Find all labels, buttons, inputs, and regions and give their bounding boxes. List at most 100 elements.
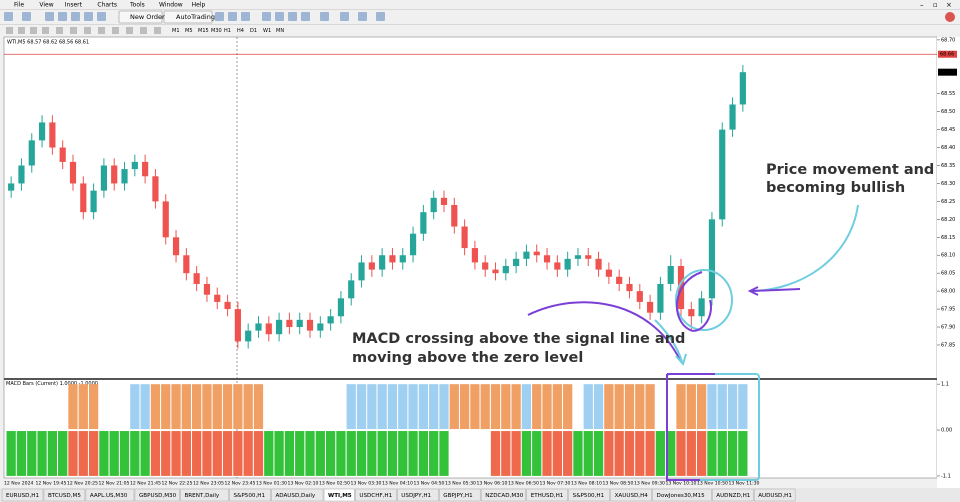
tab[interactable] (43, 488, 86, 502)
tab[interactable] (355, 488, 397, 502)
new-order-label[interactable]: New Order (130, 13, 165, 21)
menu-item[interactable]: View (39, 2, 53, 9)
timeframe[interactable]: M15 (198, 28, 209, 34)
timeframe[interactable]: W1 (263, 28, 271, 34)
tab-label[interactable]: S&P500,H1 (234, 493, 266, 499)
macd-bar (161, 384, 171, 430)
draw-icon[interactable] (98, 27, 105, 34)
tool-icon[interactable] (71, 12, 80, 21)
tab-label[interactable]: USDCHF,H1 (359, 493, 392, 499)
menu-item[interactable]: Tools (129, 2, 145, 9)
minimize[interactable]: – (920, 1, 924, 9)
autotrading-button[interactable] (163, 10, 213, 24)
tool-icon[interactable] (262, 12, 271, 21)
tab-label[interactable]: GBPUSD,M30 (139, 493, 177, 499)
tab-label[interactable]: WTI,M5 (328, 493, 352, 499)
tab-label[interactable]: GBPJPY,H1 (443, 493, 473, 499)
tab-label[interactable]: BRENT,Daily (184, 493, 219, 499)
draw-icon[interactable] (154, 27, 161, 34)
tab-label[interactable]: AUDUSD,H1 (758, 493, 792, 499)
draw-icon[interactable] (42, 27, 49, 34)
tool-icon[interactable] (376, 12, 385, 21)
timeframe[interactable]: H1 (224, 28, 231, 34)
timeframe[interactable]: M30 (211, 28, 222, 34)
draw-icon[interactable] (18, 27, 25, 34)
tool-icon[interactable] (58, 12, 67, 21)
tab-label[interactable]: EURUSD,H1 (6, 493, 39, 499)
menu-item[interactable]: Help (192, 2, 206, 9)
macd-bar (573, 431, 583, 476)
macd-bar (696, 431, 707, 476)
tab-label[interactable]: S&P500,H1 (573, 493, 605, 499)
timeframe[interactable]: MN (276, 28, 284, 34)
new-order-button[interactable] (118, 10, 163, 24)
menu-item[interactable]: Window (159, 2, 183, 9)
tab[interactable] (229, 488, 271, 502)
timeframe[interactable]: H4 (237, 28, 244, 34)
draw-icon[interactable] (70, 27, 77, 34)
tab[interactable] (652, 488, 712, 502)
tool-icon[interactable] (358, 12, 367, 21)
tab-label[interactable]: BTCUSD,M5 (48, 493, 81, 499)
draw-icon[interactable] (30, 27, 37, 34)
tool-icon[interactable] (45, 12, 54, 21)
tab[interactable] (134, 488, 180, 502)
macd-bar (377, 384, 387, 430)
tool-icon[interactable] (320, 12, 329, 21)
timeframe[interactable]: M5 (185, 28, 193, 34)
tab[interactable] (480, 488, 526, 502)
tool-icon[interactable] (340, 12, 349, 21)
draw-icon[interactable] (140, 27, 147, 34)
tool-icon[interactable] (215, 12, 224, 21)
draw-icon[interactable] (126, 27, 133, 34)
draw-icon[interactable] (112, 27, 119, 34)
menu-item[interactable]: Charts (97, 2, 117, 9)
notification-badge[interactable] (945, 12, 955, 22)
tab[interactable] (568, 488, 610, 502)
tab-label[interactable]: ETHUSD,H1 (531, 493, 564, 499)
tool-icon[interactable] (241, 12, 250, 21)
macd-bar (78, 431, 88, 476)
tool-icon[interactable] (84, 12, 93, 21)
draw-icon[interactable] (6, 27, 13, 34)
menu-item[interactable]: Insert (65, 2, 83, 9)
tool-icon[interactable] (301, 12, 310, 21)
draw-icon[interactable] (84, 27, 91, 34)
menu-item[interactable]: File (14, 2, 24, 9)
tab[interactable] (712, 488, 754, 502)
autotrading-label[interactable]: AutoTrading (176, 13, 215, 21)
restore[interactable]: ▫ (933, 1, 938, 9)
tab-label[interactable]: ADAUSD,Daily (275, 493, 315, 499)
tab[interactable] (85, 488, 135, 502)
tab[interactable] (610, 488, 652, 502)
tab-label[interactable]: XAUUSD,H4 (615, 493, 649, 499)
tab[interactable] (397, 488, 439, 502)
tab-label[interactable]: AAPL.US,M30 (90, 493, 128, 499)
tool-icon[interactable] (228, 12, 237, 21)
tool-icon[interactable] (22, 12, 31, 21)
draw-icon[interactable] (56, 27, 63, 34)
macd-bar (738, 384, 748, 430)
tab[interactable] (271, 488, 324, 502)
tab[interactable] (1, 488, 44, 502)
tool-icon[interactable] (4, 12, 13, 21)
tool-icon[interactable] (97, 12, 106, 21)
y-tick-label: 68.45 (941, 127, 955, 133)
window-controls[interactable]: – ▫ × (920, 1, 955, 22)
tab-label[interactable]: AUDNZD,H1 (716, 493, 751, 499)
tab-label[interactable]: DowJones30,M15 (657, 493, 706, 499)
tab-label[interactable]: NZDCAD,M30 (485, 493, 524, 499)
tab[interactable] (439, 488, 481, 502)
timeframe[interactable]: M1 (172, 28, 180, 34)
tab-label[interactable]: USDJPY,H1 (401, 493, 431, 499)
tab[interactable] (323, 488, 355, 502)
candle-body (193, 273, 200, 284)
tab[interactable] (526, 488, 568, 502)
tab[interactable] (180, 488, 229, 502)
candle-body (719, 129, 726, 220)
tool-icon[interactable] (275, 12, 284, 21)
tab[interactable] (753, 488, 796, 502)
tool-icon[interactable] (288, 12, 297, 21)
timeframe[interactable]: D1 (250, 28, 257, 34)
close[interactable]: × (946, 1, 952, 9)
